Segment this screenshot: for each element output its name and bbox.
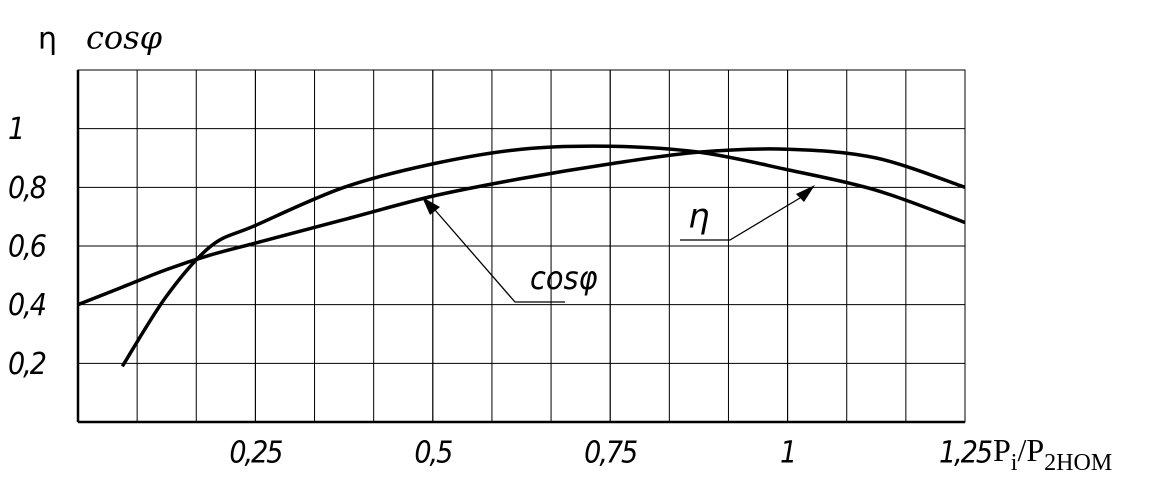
y-tick-label: 0,4 (8, 288, 46, 323)
x-label: Pi/P2НОМ (993, 432, 1112, 475)
x-tick-label: 0,75 (584, 436, 637, 471)
y-tick-label: 0,6 (8, 230, 46, 265)
curve-label-eta: η (688, 197, 710, 237)
x-tick-label: 1 (780, 436, 795, 471)
y-tick-label: 0,2 (8, 347, 46, 382)
leader-eta (680, 197, 801, 241)
x-tick-label: 0,25 (229, 436, 282, 471)
y-tick-label: 0,8 (8, 171, 47, 206)
arrow-cos (422, 197, 440, 215)
y-label-eta: η (38, 22, 57, 57)
curve (77, 147, 966, 307)
x-tick-label: 0,5 (414, 436, 452, 471)
x-tick-label: 1,25 (939, 436, 992, 471)
y-label-cos: cosφ (86, 19, 163, 57)
y-tick-label: 1 (8, 112, 23, 147)
curve-label-cos: cosφ (530, 259, 597, 297)
arrow-eta (796, 185, 815, 202)
leader-cos (434, 209, 565, 303)
curve (120, 144, 966, 368)
